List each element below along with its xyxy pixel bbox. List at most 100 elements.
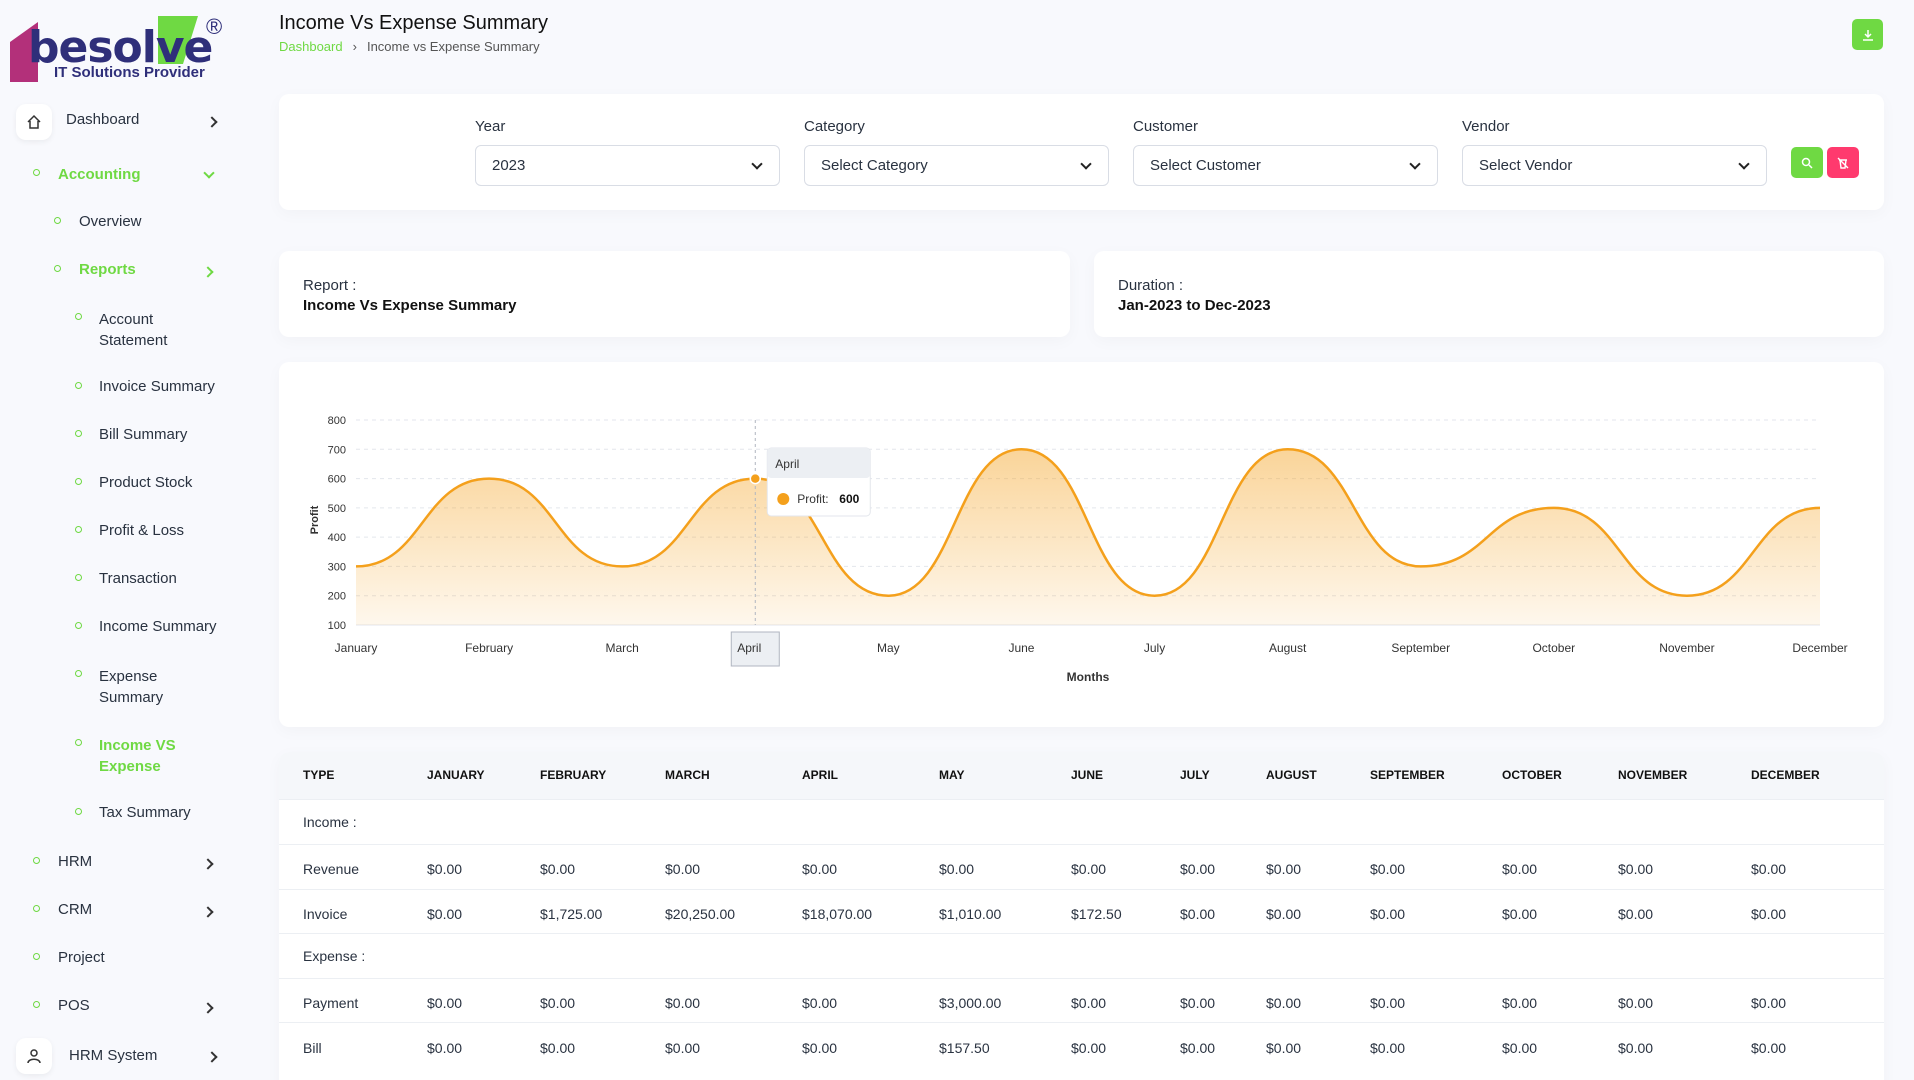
search-button[interactable] — [1791, 147, 1823, 178]
year-label: Year — [475, 118, 506, 135]
table-cell: $0.00 — [1370, 861, 1406, 877]
table-cell: $0.00 — [1266, 1040, 1302, 1056]
bullet-icon — [33, 953, 40, 960]
vendor-select[interactable]: Select Vendor — [1462, 145, 1767, 186]
breadcrumb: Dashboard › Income vs Expense Summary — [279, 39, 540, 54]
row-divider — [279, 978, 1884, 979]
sidebar-item-tax-summary[interactable]: Tax Summary — [99, 804, 191, 821]
breadcrumb-home-link[interactable]: Dashboard — [279, 39, 343, 54]
logo-mark-icon — [10, 16, 198, 82]
table-cell: $0.00 — [1502, 1040, 1538, 1056]
sidebar-item-product-stock[interactable]: Product Stock — [99, 474, 193, 491]
sidebar-item-pos[interactable]: POS — [58, 997, 90, 1014]
bullet-icon — [75, 622, 82, 629]
sidebar-item-hrm[interactable]: HRM — [58, 853, 93, 870]
table-cell: $0.00 — [1502, 861, 1538, 877]
report-value: Income Vs Expense Summary — [303, 297, 517, 314]
table-cell: $0.00 — [802, 995, 838, 1011]
chevron-down-icon — [1738, 158, 1750, 170]
row-type-label: Revenue — [303, 861, 360, 877]
table-cell: $0.00 — [665, 1040, 701, 1056]
column-header[interactable]: APRIL — [802, 768, 838, 782]
column-header[interactable]: FEBRUARY — [540, 768, 607, 782]
chevron-down-icon — [1409, 158, 1421, 170]
table-cell: $0.00 — [540, 1040, 576, 1056]
table-cell: $0.00 — [1618, 995, 1654, 1011]
duration-info-card — [1094, 251, 1884, 337]
column-header[interactable]: JANUARY — [427, 768, 485, 782]
sidebar-item-dashboard[interactable]: Dashboard — [66, 111, 140, 128]
sidebar-item-income-summary[interactable]: Income Summary — [99, 618, 217, 635]
table-cell: $0.00 — [540, 995, 576, 1011]
sidebar-item-crm[interactable]: CRM — [58, 901, 93, 918]
sidebar-item-accounting[interactable]: Accounting — [58, 166, 141, 183]
row-type-label: Bill — [303, 1040, 322, 1056]
trash-off-icon — [1837, 157, 1849, 169]
column-header[interactable]: MAY — [939, 768, 965, 782]
duration-label: Duration : — [1118, 277, 1184, 294]
column-header[interactable]: DECEMBER — [1751, 768, 1820, 782]
table-cell: $0.00 — [427, 906, 463, 922]
table-cell: $1,725.00 — [540, 906, 603, 922]
sidebar-item-profit-loss[interactable]: Profit & Loss — [99, 522, 185, 539]
bullet-icon — [54, 217, 61, 224]
sidebar-item-project[interactable]: Project — [58, 949, 105, 966]
breadcrumb-separator: › — [352, 39, 357, 54]
table-cell: $0.00 — [1266, 861, 1302, 877]
chart-card — [279, 362, 1884, 727]
table-cell: $0.00 — [1180, 861, 1216, 877]
sidebar-item-income-vs-expense[interactable]: Income VS Expense — [99, 737, 176, 775]
bullet-icon — [33, 857, 40, 864]
table-cell: $0.00 — [427, 995, 463, 1011]
customer-select[interactable]: Select Customer — [1133, 145, 1438, 186]
sidebar-item-expense-summary[interactable]: Expense Summary — [99, 668, 164, 706]
chevron-down-icon — [751, 158, 763, 170]
column-header[interactable]: JULY — [1180, 768, 1210, 782]
row-type-label: Invoice — [303, 906, 348, 922]
report-info-card — [279, 251, 1070, 337]
customer-label: Customer — [1133, 118, 1199, 135]
sidebar-item-transaction[interactable]: Transaction — [99, 570, 177, 587]
column-header[interactable]: TYPE — [303, 768, 335, 782]
year-select[interactable]: 2023 — [475, 145, 780, 186]
sidebar-item-account-statement[interactable]: Account Statement — [99, 311, 168, 349]
table-cell: $0.00 — [1751, 861, 1787, 877]
table-cell: $0.00 — [1751, 1040, 1787, 1056]
sidebar-item-bill-summary[interactable]: Bill Summary — [99, 426, 188, 443]
sidebar-item-overview[interactable]: Overview — [79, 213, 142, 230]
chevron-right-icon — [202, 1002, 214, 1014]
reset-button[interactable] — [1827, 147, 1859, 178]
vendor-label: Vendor — [1462, 118, 1510, 135]
breadcrumb-current: Income vs Expense Summary — [366, 39, 540, 54]
sidebar-item-invoice-summary[interactable]: Invoice Summary — [99, 378, 215, 395]
table-cell: $18,070.00 — [802, 906, 873, 922]
chevron-right-icon — [202, 858, 214, 870]
page-title: Income Vs Expense Summary — [279, 12, 548, 34]
table-cell: $0.00 — [665, 995, 701, 1011]
category-select[interactable]: Select Category — [804, 145, 1109, 186]
bullet-icon — [75, 670, 82, 677]
column-header[interactable]: AUGUST — [1266, 768, 1317, 782]
column-header[interactable]: NOVEMBER — [1618, 768, 1688, 782]
company-logo[interactable]: besolve IT Solutions Provider ® — [8, 14, 228, 84]
table-cell: $0.00 — [1180, 1040, 1216, 1056]
row-divider — [279, 799, 1884, 800]
download-button[interactable] — [1852, 19, 1883, 50]
bullet-icon — [33, 1001, 40, 1008]
logo-registered-mark: ® — [206, 14, 223, 39]
table-cell: $0.00 — [540, 861, 576, 877]
logo-wordmark: besolve — [28, 22, 213, 73]
column-header[interactable]: OCTOBER — [1502, 768, 1562, 782]
table-cell: $0.00 — [1180, 906, 1216, 922]
column-header[interactable]: JUNE — [1071, 768, 1104, 782]
sidebar-item-hrm-system[interactable]: HRM System — [69, 1047, 158, 1064]
row-divider — [279, 933, 1884, 934]
sidebar-item-reports[interactable]: Reports — [79, 261, 136, 278]
column-header[interactable]: MARCH — [665, 768, 710, 782]
table-cell: $20,250.00 — [665, 906, 736, 922]
chevron-down-icon — [203, 167, 215, 179]
bullet-icon — [33, 169, 40, 176]
table-cell: $0.00 — [1266, 995, 1302, 1011]
column-header[interactable]: SEPTEMBER — [1370, 768, 1445, 782]
table-cell: $0.00 — [1370, 995, 1406, 1011]
